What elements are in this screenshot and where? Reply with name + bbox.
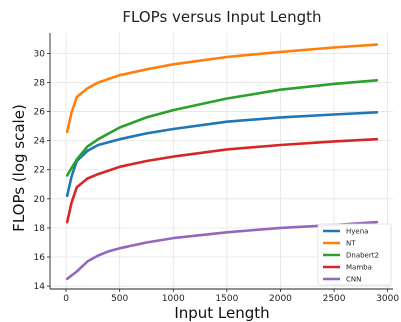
- series-line-dnabert2: [65, 79, 379, 177]
- x-tick-label: 1000: [162, 294, 185, 304]
- legend-box: [317, 223, 392, 286]
- legend-label: CNN: [346, 276, 361, 284]
- legend-label: Hyena: [346, 228, 368, 236]
- y-axis-label: FLOPs (log scale): [10, 104, 28, 232]
- x-axis-label: Input Length: [174, 304, 269, 322]
- y-tick-label: 28: [34, 78, 46, 88]
- y-tick-label: 16: [34, 253, 46, 263]
- axes: [49, 33, 393, 290]
- legend-label: NT: [346, 240, 356, 248]
- series-line-mamba: [65, 137, 379, 224]
- chart-title: FLOPs versus Input Length: [122, 8, 321, 26]
- series-line-nt: [65, 43, 379, 134]
- legend: Hyena NT Dnabert2 Mamba CNN: [317, 223, 392, 286]
- y-tick-label: 30: [34, 49, 46, 59]
- y-ticks: 14 16 18 20 22 24 26 28 30: [34, 49, 50, 292]
- y-tick-label: 18: [34, 224, 46, 234]
- series-lines: [65, 43, 379, 281]
- y-tick-label: 14: [34, 282, 46, 292]
- y-tick-label: 26: [34, 108, 46, 118]
- series-line-hyena: [65, 111, 379, 198]
- x-tick-label: 500: [111, 294, 128, 304]
- x-tick-label: 2500: [323, 294, 346, 304]
- legend-label: Dnabert2: [346, 252, 379, 260]
- series-line-cnn: [65, 220, 379, 281]
- y-tick-label: 24: [34, 137, 46, 147]
- legend-label: Mamba: [346, 264, 372, 272]
- x-ticks: 0 500 1000 1500 2000 2500 3000: [63, 289, 399, 304]
- x-tick-label: 1500: [215, 294, 238, 304]
- y-tick-label: 20: [34, 195, 46, 205]
- x-tick-label: 2000: [269, 294, 292, 304]
- x-tick-label: 0: [63, 294, 69, 304]
- x-tick-label: 3000: [376, 294, 399, 304]
- y-tick-label: 22: [34, 166, 45, 176]
